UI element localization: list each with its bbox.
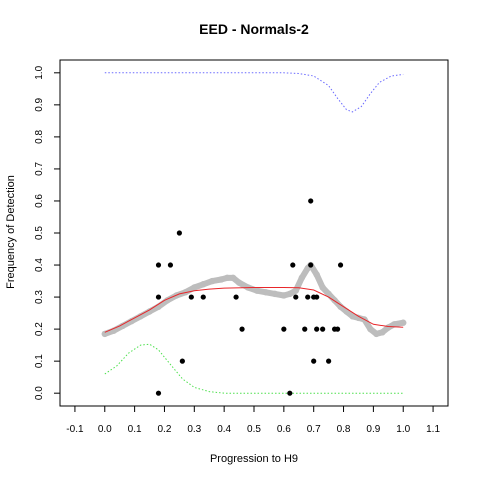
y-tick-label: 0.1 (34, 354, 45, 368)
x-tick-label: 0.5 (247, 424, 261, 435)
data-point (337, 262, 344, 268)
band-point (101, 330, 108, 338)
data-point (314, 326, 320, 332)
data-point (155, 294, 162, 300)
x-tick-label: 0.6 (277, 424, 291, 435)
y-tick-label: 0.3 (34, 290, 45, 304)
band-point (128, 317, 135, 325)
y-axis-label: Frequency of Detection (5, 175, 17, 289)
data-point (239, 326, 245, 332)
x-tick-label: 0.8 (337, 424, 351, 435)
data-point (293, 294, 299, 300)
x-tick-label: 1.0 (396, 424, 410, 435)
band-point (319, 284, 326, 291)
axes: -0.1 0.0 0.1 0.2 0.3 0.4 0.5 0.6 0.7 0.8 0.9 1.0 1.1… (34, 65, 440, 435)
band-point (146, 308, 153, 315)
band-point (325, 290, 332, 298)
y-tick-label: 0.9 (34, 97, 45, 111)
band-point (235, 279, 243, 286)
x-tick-label: -0.1 (66, 424, 84, 435)
band-point (223, 274, 231, 282)
band-point (271, 290, 279, 298)
y-tick-label: 0.8 (34, 130, 45, 144)
data-point (305, 294, 311, 300)
band-point (280, 292, 288, 299)
series-line-solid (104, 287, 404, 333)
band-point (298, 274, 305, 282)
band-point (349, 313, 356, 320)
band-point (253, 287, 261, 294)
band-point (385, 324, 392, 331)
band-point (292, 287, 299, 294)
y-tick-label: 0.7 (34, 162, 45, 176)
series-line-dotted (104, 72, 404, 113)
plot-area (101, 72, 407, 396)
data-point (233, 294, 239, 300)
x-tick-label: 0.2 (158, 424, 172, 435)
plot-frame (59, 59, 449, 407)
data-point (155, 390, 162, 396)
x-tick-label: 0.0 (98, 424, 112, 435)
series-band-line (101, 262, 407, 337)
data-point (308, 262, 314, 268)
band-point (373, 330, 380, 338)
y-tick-label: 0.4 (34, 258, 45, 272)
band-point (200, 281, 207, 288)
band-point (367, 325, 374, 333)
band-point (337, 303, 344, 310)
y-tick-label: 0.0 (34, 386, 45, 400)
band-point (229, 274, 237, 282)
data-point (281, 326, 287, 332)
band-point (262, 289, 270, 296)
chart-title: EED - Normals-2 (199, 21, 309, 37)
data-point (155, 262, 162, 268)
data-point (334, 326, 341, 332)
x-axis-label: Progression to H9 (210, 453, 298, 465)
band-point (217, 276, 225, 283)
data-point (314, 294, 320, 300)
band-point (286, 290, 294, 298)
band-point (137, 313, 144, 320)
y-tick-label: 0.6 (34, 194, 45, 208)
data-point (167, 262, 174, 268)
data-point (176, 230, 182, 236)
data-point (287, 390, 293, 396)
band-point (313, 271, 320, 278)
data-point (290, 262, 296, 268)
band-point (343, 308, 350, 315)
x-tick-label: 0.4 (217, 424, 231, 435)
data-point (311, 358, 317, 364)
x-tick-label: 0.7 (307, 424, 321, 435)
series-line-dotted (104, 343, 404, 394)
x-tick-label: 0.9 (366, 424, 380, 435)
band-point (391, 321, 398, 328)
band-point (400, 319, 407, 326)
band-point (119, 322, 126, 330)
data-point (200, 294, 206, 300)
x-tick-label: 1.1 (426, 424, 440, 435)
y-tick-label: 0.5 (34, 226, 45, 240)
x-tick-label: 0.3 (187, 424, 201, 435)
data-point (302, 326, 308, 332)
data-point (320, 326, 326, 332)
x-tick-label: 0.1 (128, 424, 142, 435)
band-point (355, 314, 362, 322)
data-point (179, 358, 185, 364)
y-tick-label: 0.2 (34, 322, 45, 336)
band-point (379, 329, 386, 336)
data-point (308, 198, 314, 204)
data-point (188, 294, 194, 300)
band-point (191, 284, 198, 291)
band-point (209, 277, 216, 285)
data-point (326, 358, 332, 364)
y-tick-label: 1.0 (34, 65, 45, 79)
